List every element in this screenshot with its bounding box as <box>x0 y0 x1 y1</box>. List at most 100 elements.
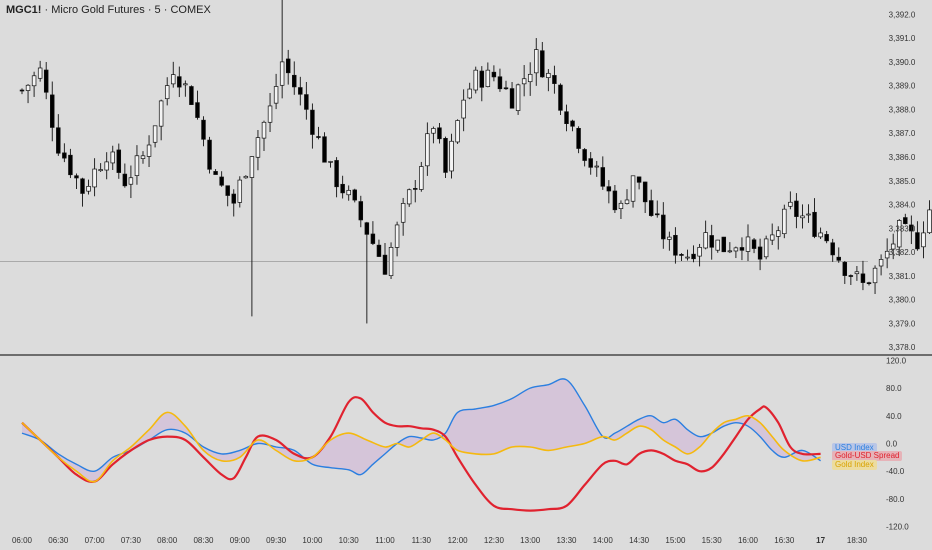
candle-body <box>642 181 648 203</box>
candle-body <box>648 200 654 216</box>
symbol-title[interactable]: MGC1! · Micro Gold Futures · 5 · COMEX <box>6 4 211 16</box>
candle-body <box>400 203 406 223</box>
gold-index-line <box>21 411 821 483</box>
candle-body <box>116 149 122 173</box>
candle-body <box>394 224 400 248</box>
candle <box>298 76 303 106</box>
candle <box>171 61 176 88</box>
candle-body <box>685 256 690 259</box>
candle-body <box>606 186 612 192</box>
candle <box>340 175 345 199</box>
candle <box>842 260 848 284</box>
candle-body <box>388 247 394 277</box>
time-tick-label: 06:00 <box>12 536 33 545</box>
candle <box>546 69 551 92</box>
candle-body <box>304 94 309 110</box>
candle-body <box>74 175 79 179</box>
candle-body <box>727 250 733 253</box>
candle <box>890 233 896 260</box>
candle <box>715 239 720 253</box>
candle <box>757 238 763 271</box>
candle-body <box>812 211 817 237</box>
candle <box>370 221 376 246</box>
time-tick-label: 18:30 <box>847 536 868 545</box>
candle <box>195 90 200 120</box>
candle-body <box>909 224 914 232</box>
candle-body <box>37 67 43 79</box>
candle <box>745 224 751 261</box>
time-tick-label: 13:00 <box>520 536 541 545</box>
candle-body <box>485 69 491 87</box>
candle <box>86 179 91 195</box>
candle-body <box>576 128 581 149</box>
candle <box>346 185 351 201</box>
candle <box>788 191 793 210</box>
candle <box>624 189 630 205</box>
oscillator-axis[interactable]: 120.0 80.0 40.0 0.0 -40.0 -80.0 -120.0 <box>886 356 909 531</box>
candle-body <box>164 85 170 100</box>
candle <box>207 136 212 174</box>
candle <box>642 181 648 214</box>
oscillator-tick-label: -80.0 <box>886 495 905 504</box>
candle <box>667 231 672 251</box>
price-axis[interactable]: 3,392.0 3,391.0 3,390.0 3,389.0 3,388.0 3,387… <box>889 10 916 352</box>
candle <box>473 66 478 94</box>
symbol-description: Micro Gold Futures <box>51 4 145 16</box>
time-tick-label: 10:00 <box>302 536 323 545</box>
candle-body <box>128 177 134 185</box>
candle <box>382 243 388 275</box>
candle <box>419 161 424 192</box>
oscillator-pane[interactable] <box>21 378 821 512</box>
candle-body <box>207 139 212 170</box>
time-axis[interactable]: 06:00 06:30 07:00 07:30 08:00 08:30 09:00 09:30… <box>12 536 867 545</box>
candle-body <box>56 127 61 154</box>
title-sep-3: · <box>160 4 171 16</box>
candle <box>763 235 769 260</box>
candle <box>751 237 757 254</box>
candle <box>903 213 908 225</box>
candle <box>576 126 581 154</box>
candle-body <box>558 84 563 111</box>
candle <box>158 99 164 141</box>
candle <box>558 83 563 115</box>
candle <box>897 219 902 257</box>
time-tick-label: 14:30 <box>629 536 650 545</box>
candle-body <box>673 234 678 256</box>
time-tick-label: 08:30 <box>193 536 214 545</box>
candle <box>872 265 878 294</box>
candle-body <box>98 169 103 172</box>
candle <box>328 160 333 168</box>
candle-body <box>479 70 485 88</box>
candle-body <box>80 178 85 194</box>
candle <box>25 84 31 104</box>
candle <box>425 122 430 176</box>
candle-body <box>661 214 666 240</box>
candle-body <box>703 232 708 249</box>
candle-body <box>763 238 769 258</box>
candle <box>636 176 642 190</box>
time-tick-label: 10:30 <box>339 536 360 545</box>
time-tick-label: 07:00 <box>85 536 106 545</box>
candle-body <box>540 50 545 78</box>
candle <box>92 158 97 197</box>
oscillator-tick-label: -40.0 <box>886 467 905 476</box>
candle-body <box>310 109 315 135</box>
candle <box>19 88 25 95</box>
candle <box>56 114 61 156</box>
candle <box>310 103 315 149</box>
candle-body <box>443 138 448 173</box>
candle <box>503 80 509 90</box>
candle <box>582 148 587 167</box>
candle-body <box>854 271 860 275</box>
candles-layer <box>19 0 932 324</box>
candle-body <box>292 74 297 88</box>
candle-body <box>25 84 31 91</box>
candle <box>273 73 279 110</box>
candle-body <box>406 189 412 205</box>
candle-body <box>177 76 182 88</box>
candle <box>316 126 321 140</box>
candle-body <box>503 87 509 90</box>
time-tick-label: 09:30 <box>266 536 287 545</box>
